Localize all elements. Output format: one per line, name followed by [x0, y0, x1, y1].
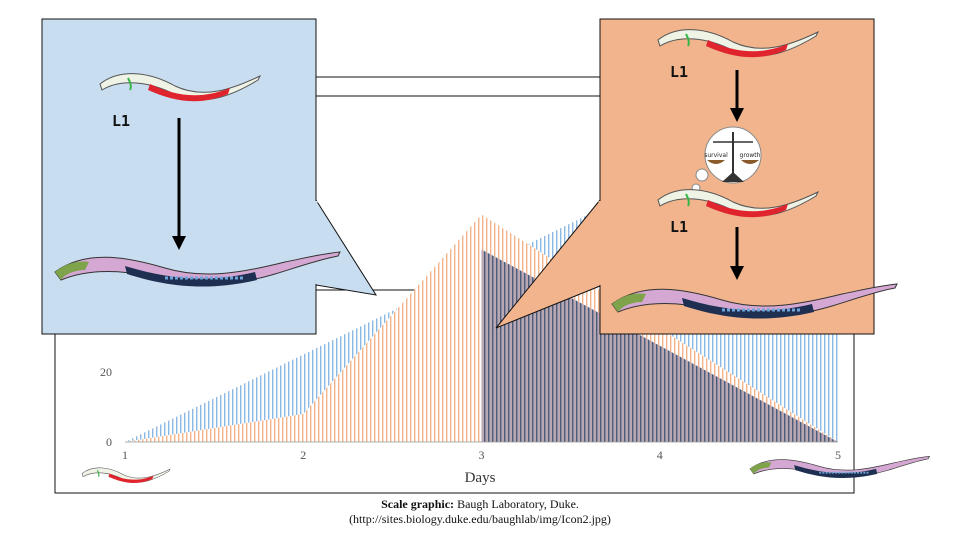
survival-growth-balance-icon: survival growth [691, 126, 762, 193]
left-callout-pointer [315, 198, 378, 296]
x-tick-label: 4 [657, 448, 663, 462]
x-tick-label: 5 [835, 448, 841, 462]
caption-credit: Baugh Laboratory, Duke. [457, 497, 579, 511]
left-arrow-head [172, 236, 186, 250]
axis-ticks: 1 2 3 4 5 0 20 [100, 365, 841, 462]
x-axis-label: Days [465, 470, 496, 486]
x-tick-label: 2 [300, 448, 306, 462]
y-tick-label: 0 [106, 435, 112, 449]
growth-label: growth [740, 152, 761, 159]
right-arrow-1-head [730, 108, 744, 122]
caption-label: Scale graphic: [381, 497, 455, 511]
survival-label: survival [704, 152, 728, 159]
inset-frame [315, 76, 607, 97]
left-stage-label: L1 [112, 112, 130, 130]
right-stage-label-mid: L1 [670, 218, 688, 236]
x-tick-label: 3 [479, 448, 485, 462]
x-tick-label: 1 [122, 448, 128, 462]
right-stage-label-top: L1 [670, 63, 688, 81]
y-tick-label: 20 [100, 365, 112, 379]
right-arrow-2-head [730, 266, 744, 280]
scale-graphic-caption: Scale graphic: Baugh Laboratory, Duke. [0, 497, 960, 512]
caption-url: (http://sites.biology.duke.edu/baughlab/… [349, 512, 611, 526]
